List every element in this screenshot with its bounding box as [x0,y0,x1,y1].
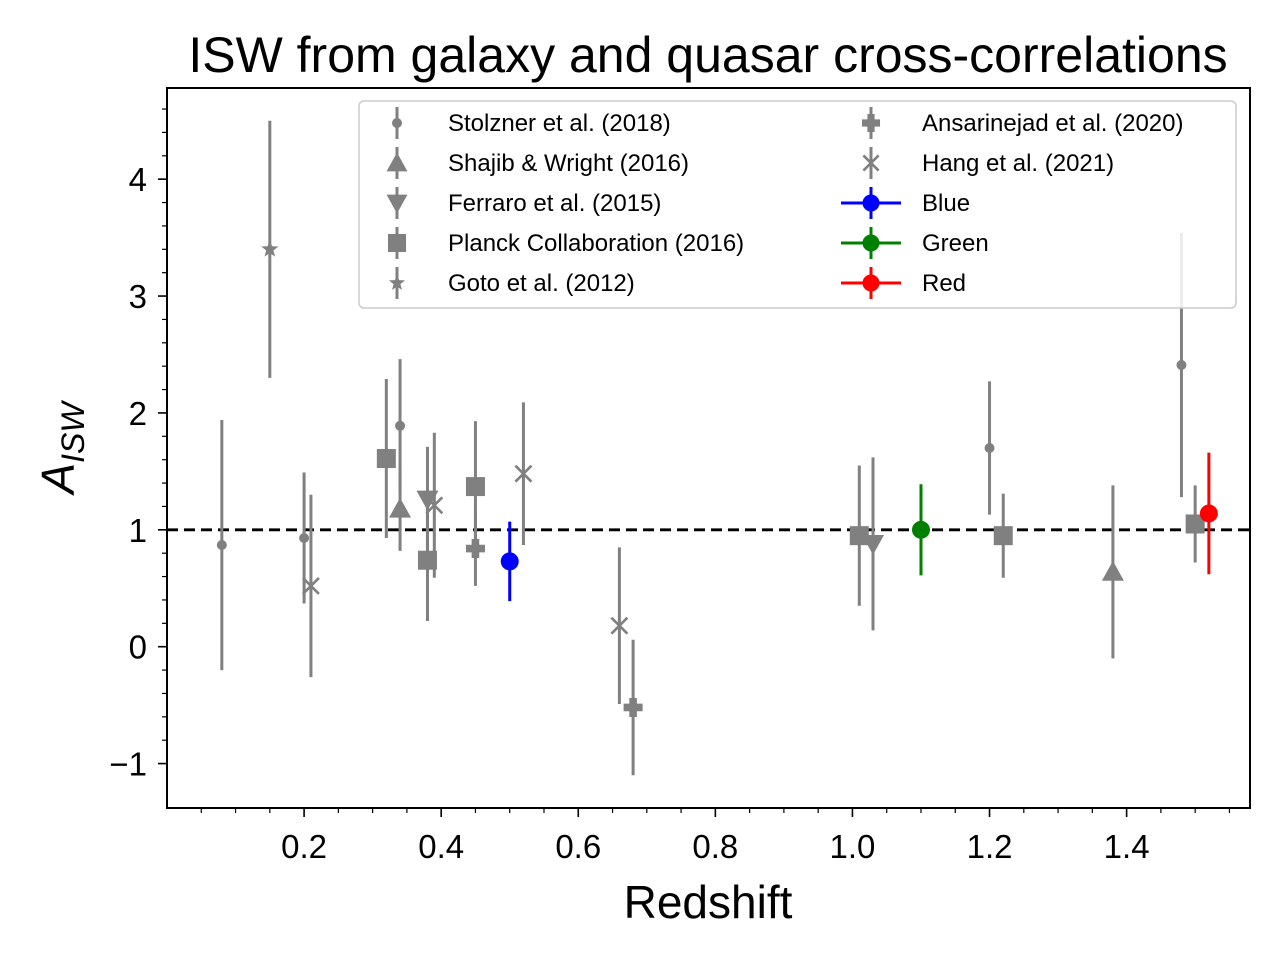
data-point-5-1 [623,697,643,717]
data-point-1-0 [389,497,412,518]
series-4 [261,120,279,378]
legend-item-0: Stolzner et al. (2018) [392,107,671,139]
x-axis-label: Redshift [624,876,793,928]
legend-marker [862,194,880,212]
legend-item-1: Shajib & Wright (2016) [386,147,689,179]
plot-frame [166,87,1251,809]
data-point-0-3 [984,443,995,453]
y-axis-label: AISW [32,400,91,497]
legend-item-3: Planck Collaboration (2016) [387,227,744,259]
legend-label: Blue [922,190,970,217]
legend-label: Ansarinejad et al. (2020) [922,110,1184,137]
data-point-3-1 [417,550,437,570]
data-point-9-0 [1199,504,1218,523]
series-3 [376,379,1205,621]
legend-marker [386,194,408,214]
series-7 [500,521,519,602]
legend-item-7: Blue [841,187,970,219]
legend-label: Stolzner et al. (2018) [448,110,671,137]
legend-item-9: Red [841,267,966,299]
legend-marker [862,274,880,292]
data-point-5-0 [465,539,485,559]
data-point-4-0 [261,240,279,257]
legend: Stolzner et al. (2018) Shajib & Wright (2… [358,100,1237,309]
series-9 [1199,452,1218,575]
legend-label: Green [922,230,989,257]
x-tick-label: 0.8 [692,828,738,865]
legend-label: Hang et al. (2021) [922,150,1114,177]
legend-item-2: Ferraro et al. (2015) [386,187,661,219]
y-axis-label-main: A [32,463,84,497]
data-point-6-0 [302,577,320,595]
data-point-1-1 [1101,560,1124,581]
series-2 [416,446,885,631]
legend-label: Shajib & Wright (2016) [448,150,689,177]
data-point-3-0 [376,449,396,469]
data-point-8-0 [911,520,930,539]
series-8 [911,484,930,576]
legend-label: Goto et al. (2012) [448,270,635,297]
series-5 [465,511,643,776]
legend-box [358,100,1237,309]
data-point-7-0 [500,552,519,571]
data-point-0-0 [216,540,227,551]
data-point-0-4 [1176,360,1187,371]
legend-label: Ferraro et al. (2015) [448,190,661,217]
data-point-0-1 [299,533,310,543]
data-point-6-3 [610,616,629,635]
x-tick-label: 1.2 [967,828,1013,865]
y-axis-label-subscript: ISW [55,400,91,463]
x-tick-label: 1.0 [830,828,876,865]
y-tick-label: 2 [129,395,147,432]
data-point-3-5 [1185,514,1205,534]
data-point-3-4 [993,526,1013,546]
legend-marker [386,152,408,172]
y-tick-label: 4 [129,161,147,198]
y-tick-label: 1 [129,512,147,549]
y-tick-label: 0 [129,629,147,666]
x-tick-label: 1.4 [1104,828,1150,865]
legend-marker [387,233,407,253]
legend-marker [862,234,880,252]
data-point-3-3 [849,526,869,546]
legend-marker [861,113,881,133]
axis-ticks: 0.2 0.4 0.6 0.8 1.0 1.2 1.4 −1 0 1 2 3 4 [109,108,1231,865]
data-point-0-2 [395,420,406,431]
legend-marker [388,274,406,290]
chart-title: ISW from galaxy and quasar cross-correla… [188,27,1227,83]
legend-label: Planck Collaboration (2016) [448,230,744,257]
legend-marker [392,118,402,128]
y-tick-label: 3 [129,278,147,315]
series-1 [389,466,1124,659]
x-tick-label: 0.6 [555,828,601,865]
x-tick-label: 0.2 [281,828,327,865]
legend-item-8: Green [841,227,989,259]
legend-marker [862,154,880,172]
legend-label: Red [922,270,966,297]
data-point-6-1 [425,496,444,515]
legend-item-4: Goto et al. (2012) [388,267,635,299]
legend-item-6: Hang et al. (2021) [862,147,1114,179]
y-tick-label: −1 [109,746,147,783]
plot-area [167,120,1250,776]
series-6 [302,402,629,704]
data-point-3-2 [465,477,485,497]
legend-item-5: Ansarinejad et al. (2020) [861,107,1184,139]
data-point-6-2 [514,464,533,483]
x-tick-label: 0.4 [418,828,464,865]
